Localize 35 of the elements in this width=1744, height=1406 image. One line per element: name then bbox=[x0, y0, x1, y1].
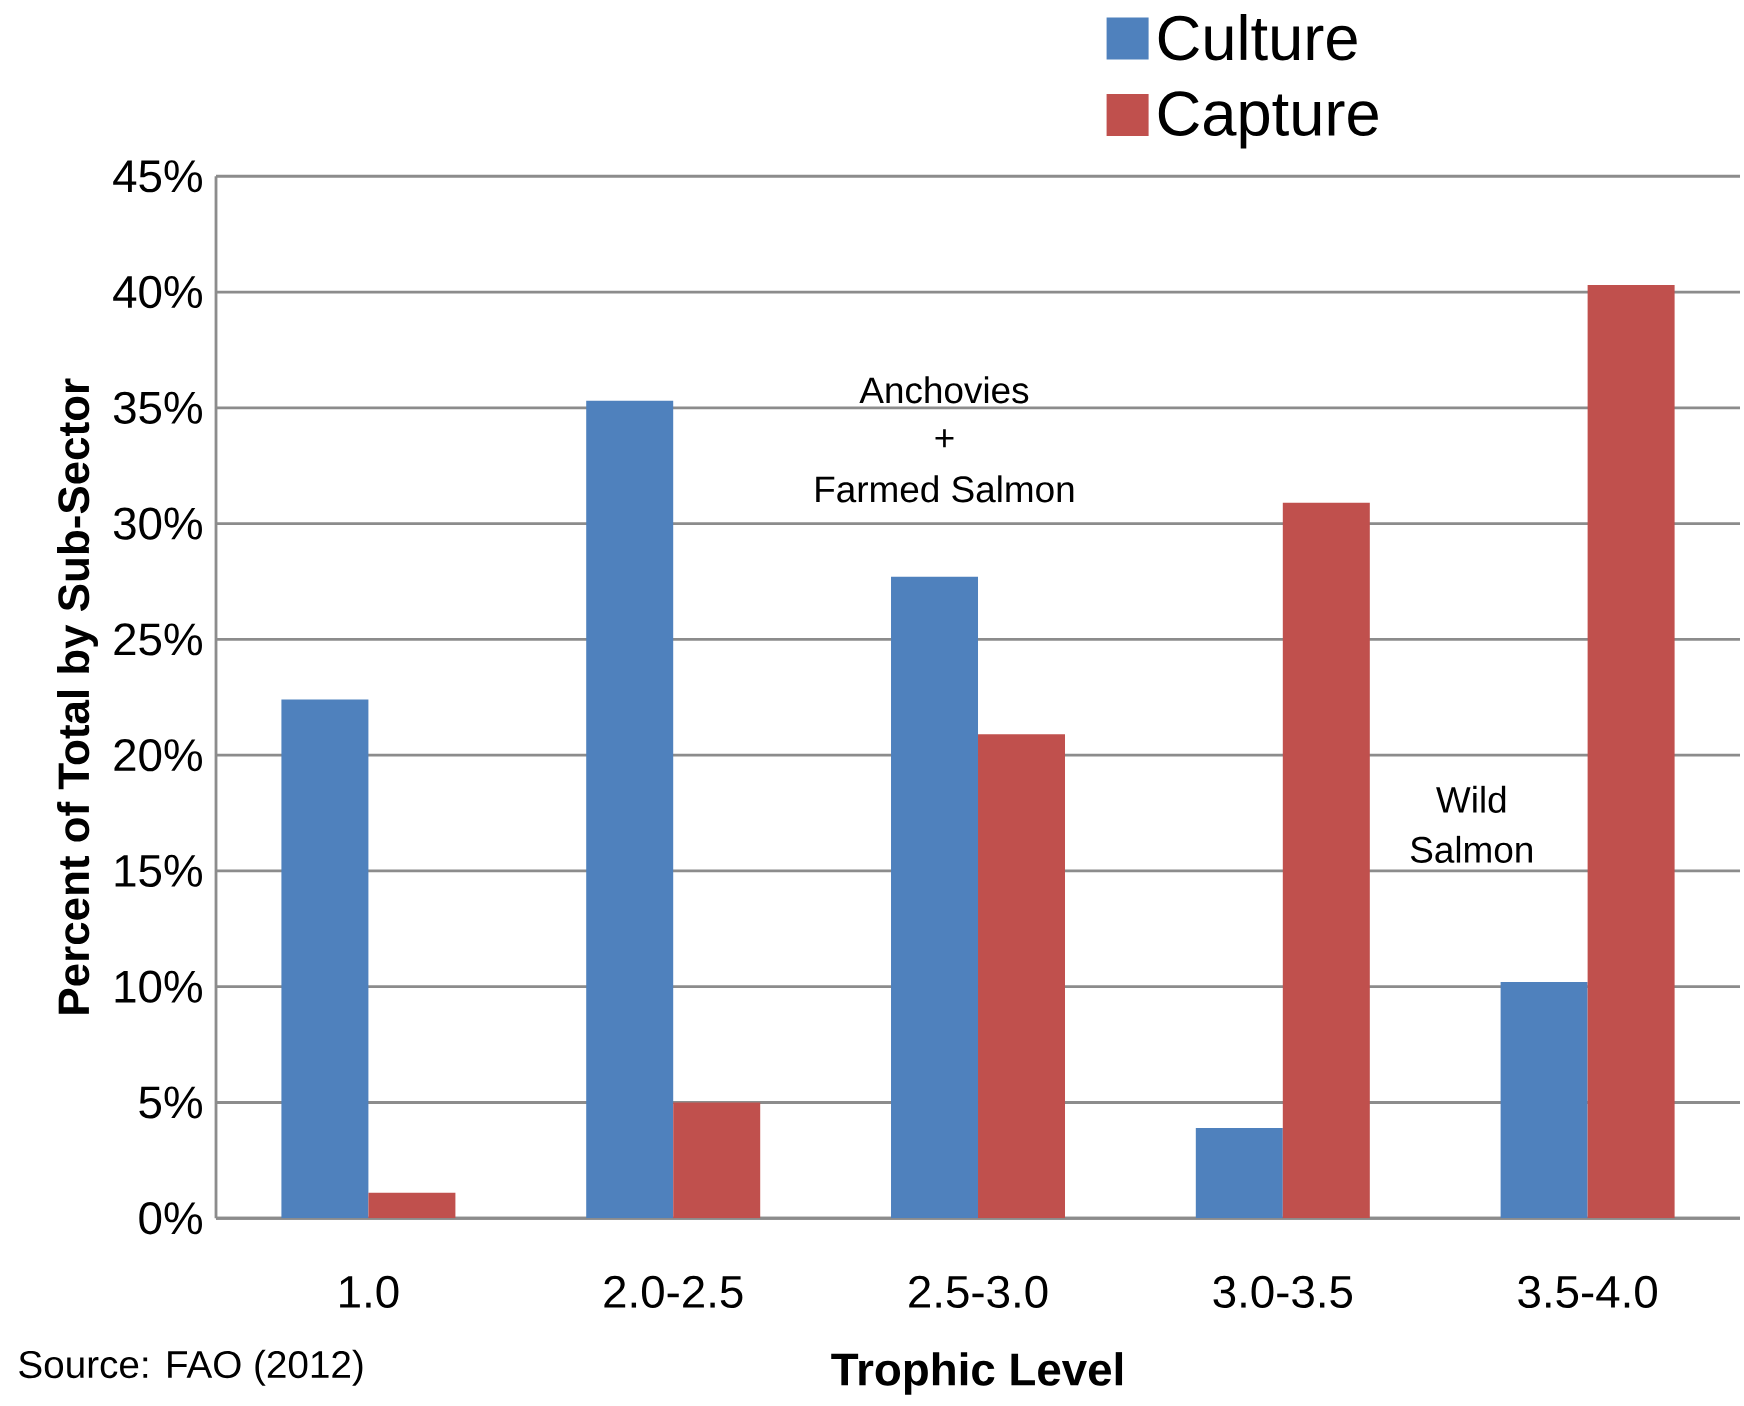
y-tick-label: 30% bbox=[113, 507, 202, 540]
y-tick-label: 25% bbox=[114, 622, 202, 656]
bar bbox=[281, 699, 369, 1219]
y-tick-label: 0% bbox=[139, 1201, 202, 1235]
annotation: Anchovies bbox=[859, 376, 1029, 404]
y-tick-label: 15% bbox=[115, 854, 202, 887]
x-tick-label: 2.5-3.0 bbox=[909, 1275, 1048, 1308]
bar bbox=[1195, 1127, 1283, 1219]
annotation: Wild bbox=[1436, 785, 1506, 813]
annotation: Salmon bbox=[1410, 835, 1532, 863]
y-tick-label: 5% bbox=[139, 1086, 202, 1119]
x-axis-title: Trophic Level bbox=[831, 1351, 1123, 1395]
y-tick-label: 20% bbox=[114, 738, 202, 772]
bar bbox=[1282, 502, 1370, 1219]
x-tick-label: 2.0-2.5 bbox=[604, 1275, 743, 1308]
y-tick-label: 10% bbox=[115, 970, 202, 1003]
x-tick-label: 1.0 bbox=[340, 1275, 399, 1308]
bar bbox=[1587, 284, 1675, 1219]
bar bbox=[1500, 981, 1588, 1219]
x-tick-label: 3.5-4.0 bbox=[1518, 1275, 1657, 1308]
bar bbox=[978, 734, 1066, 1219]
bar bbox=[891, 576, 979, 1219]
bar bbox=[586, 400, 674, 1219]
y-tick-label: 40% bbox=[113, 275, 202, 308]
y-tick-label: 35% bbox=[113, 391, 202, 424]
y-tick-label: 45% bbox=[113, 159, 202, 193]
annotation: + bbox=[935, 429, 954, 448]
annotation: Farmed Salmon bbox=[816, 475, 1074, 503]
source-note: Source: FAO (2012) bbox=[19, 1349, 363, 1386]
y-axis-title: Percent of Total by Sub-Sector bbox=[57, 378, 98, 1014]
x-tick-label: 3.0-3.5 bbox=[1213, 1275, 1352, 1308]
bar bbox=[673, 1102, 761, 1219]
legend-label: Capture bbox=[1158, 90, 1378, 149]
bar bbox=[368, 1192, 456, 1219]
legend-label: Culture bbox=[1158, 13, 1357, 61]
